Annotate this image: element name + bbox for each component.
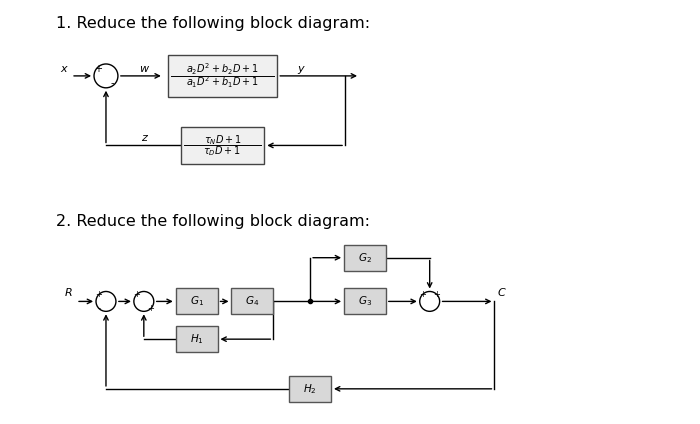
Text: $G_3$: $G_3$ bbox=[358, 295, 372, 308]
Text: +: + bbox=[433, 290, 440, 299]
Text: -: - bbox=[110, 78, 113, 88]
Text: $a_1D^2+b_1D+1$: $a_1D^2+b_1D+1$ bbox=[186, 74, 259, 90]
Text: x: x bbox=[60, 64, 66, 74]
Text: +: + bbox=[96, 290, 102, 299]
Text: 1. Reduce the following block diagram:: 1. Reduce the following block diagram: bbox=[56, 16, 370, 31]
Text: w: w bbox=[139, 64, 148, 74]
Text: +: + bbox=[419, 290, 426, 299]
Text: -: - bbox=[97, 304, 101, 313]
Bar bbox=[289, 376, 331, 402]
Bar bbox=[176, 326, 218, 352]
Text: 2. Reduce the following block diagram:: 2. Reduce the following block diagram: bbox=[56, 215, 370, 229]
Text: $G_4$: $G_4$ bbox=[245, 295, 260, 308]
Bar bbox=[344, 288, 386, 314]
Text: $\tau_N D+1$: $\tau_N D+1$ bbox=[204, 133, 242, 147]
Text: $H_1$: $H_1$ bbox=[190, 332, 204, 346]
Text: $H_2$: $H_2$ bbox=[303, 382, 317, 396]
Text: z: z bbox=[141, 134, 147, 143]
Bar bbox=[176, 288, 218, 314]
Text: +: + bbox=[134, 290, 140, 299]
Text: R: R bbox=[64, 288, 72, 298]
Bar bbox=[181, 126, 265, 165]
Bar bbox=[344, 245, 386, 271]
Bar bbox=[232, 288, 273, 314]
Text: +: + bbox=[94, 64, 102, 74]
Text: $G_1$: $G_1$ bbox=[190, 295, 204, 308]
Text: $a_2D^2+b_2D+1$: $a_2D^2+b_2D+1$ bbox=[186, 62, 259, 78]
Text: $G_2$: $G_2$ bbox=[358, 251, 372, 265]
Text: +: + bbox=[148, 304, 154, 313]
Text: $\tau_D D+1$: $\tau_D D+1$ bbox=[204, 144, 242, 158]
Bar bbox=[168, 55, 277, 97]
Text: y: y bbox=[297, 64, 304, 74]
Text: C: C bbox=[498, 288, 505, 298]
